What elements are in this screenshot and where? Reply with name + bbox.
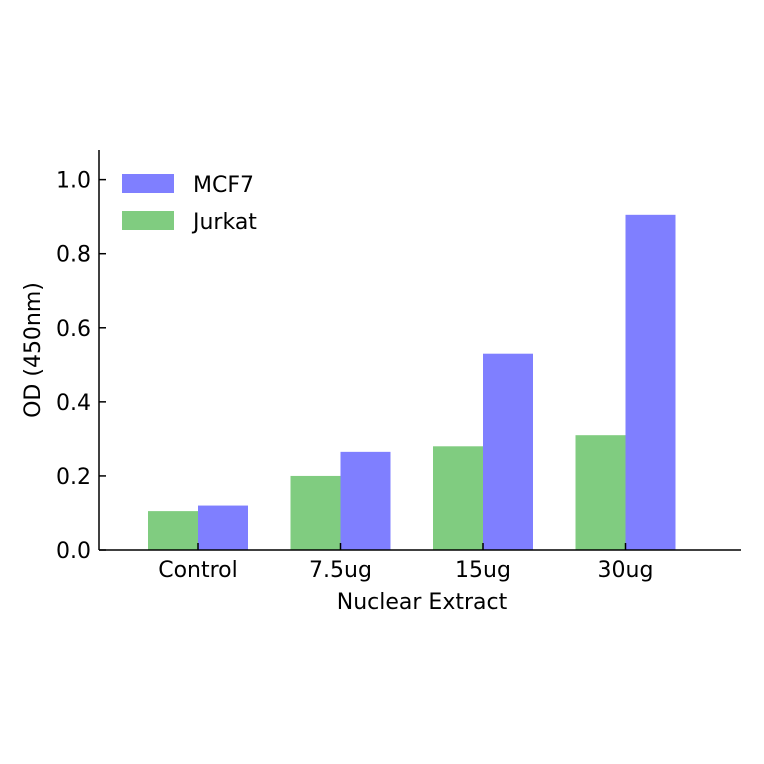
x-tick-label: 30ug bbox=[598, 558, 654, 583]
legend-swatch-jurkat bbox=[122, 211, 174, 230]
legend-label-mcf7: MCF7 bbox=[193, 173, 254, 198]
bar-mcf7-30ug bbox=[625, 214, 676, 550]
bar-jurkat-30ug bbox=[575, 435, 626, 550]
x-tick-label: Control bbox=[158, 558, 238, 583]
axes-group bbox=[98, 150, 741, 551]
y-tick-label: 0.4 bbox=[56, 391, 91, 416]
bar-jurkat-15ug bbox=[433, 446, 483, 550]
x-axis-label: Nuclear Extract bbox=[337, 590, 508, 615]
y-tick-label: 1.0 bbox=[56, 169, 91, 194]
x-ticks-group: Control 7.5ug 15ug 30ug bbox=[158, 543, 653, 583]
y-tick-label: 0.8 bbox=[56, 243, 91, 268]
bar-jurkat-control bbox=[148, 511, 198, 550]
y-tick-label: 0.6 bbox=[56, 317, 91, 342]
y-ticks-group: 0.0 0.2 0.4 0.6 0.8 1.0 bbox=[56, 169, 106, 564]
x-tick-label: 7.5ug bbox=[309, 558, 372, 583]
x-tick-label: 15ug bbox=[455, 558, 511, 583]
bar-mcf7-7-5ug bbox=[340, 451, 391, 550]
y-tick-label: 0.0 bbox=[56, 539, 91, 564]
bar-mcf7-control bbox=[198, 505, 248, 550]
legend-label-jurkat: Jurkat bbox=[191, 210, 257, 235]
bars-group bbox=[148, 214, 676, 550]
legend: MCF7 Jurkat bbox=[122, 173, 257, 235]
y-tick-label: 0.2 bbox=[56, 465, 91, 490]
legend-swatch-mcf7 bbox=[122, 174, 174, 193]
bar-mcf7-15ug bbox=[483, 353, 533, 550]
bar-jurkat-7-5ug bbox=[290, 475, 341, 550]
y-axis-label: OD (450nm) bbox=[21, 282, 46, 418]
